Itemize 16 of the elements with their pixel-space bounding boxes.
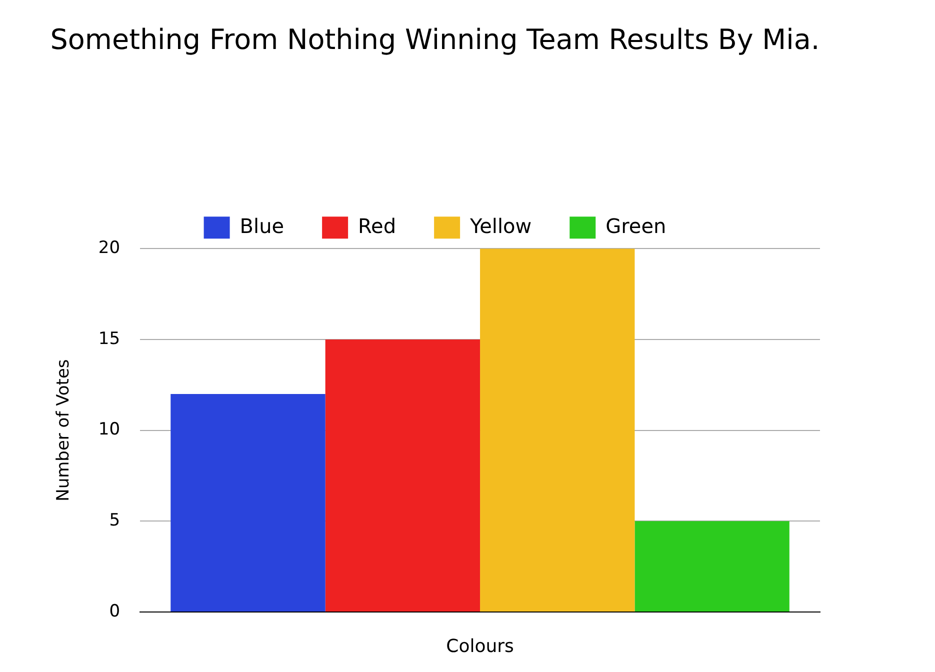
bar — [170, 394, 326, 612]
legend-label: Blue — [240, 214, 284, 238]
y-axis-title: Number of Votes — [54, 359, 74, 502]
legend-label: Green — [606, 214, 666, 238]
bar — [634, 521, 790, 612]
legend-label: Red — [358, 214, 396, 238]
y-tick-label: 10 — [98, 420, 120, 440]
chart-title: Something From Nothing Winning Team Results By Mia. — [50, 22, 820, 56]
y-tick-label: 0 — [109, 601, 120, 622]
bar — [325, 339, 480, 612]
bar — [480, 248, 635, 612]
y-tick-label: 5 — [109, 510, 120, 531]
y-tick-label: 20 — [98, 238, 120, 258]
x-axis-title: Colours — [446, 636, 514, 657]
legend-label: Yellow — [469, 214, 532, 238]
y-tick-label: 15 — [98, 328, 120, 349]
